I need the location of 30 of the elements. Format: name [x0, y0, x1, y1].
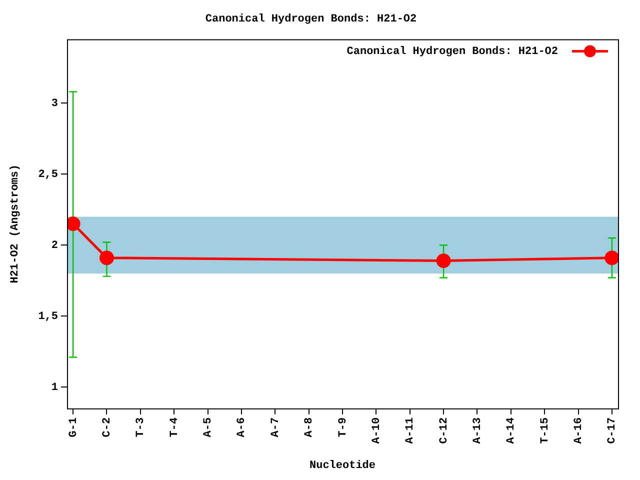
legend-label: Canonical Hydrogen Bonds: H21-O2: [346, 46, 558, 58]
x-tick-label: A-11: [404, 417, 417, 444]
y-tick-label: 1,5: [38, 310, 58, 323]
x-tick-label: T-15: [539, 417, 552, 444]
x-tick-label: C-12: [438, 417, 450, 444]
x-tick-label: A-10: [370, 417, 383, 444]
x-tick-label: A-8: [304, 417, 316, 438]
y-tick-label: 1: [51, 382, 58, 394]
x-axis-title: Nucleotide: [309, 460, 376, 472]
x-tick-label: A-14: [506, 417, 518, 444]
x-tick-label: T-3: [135, 417, 148, 438]
x-tick-label: A-13: [472, 417, 484, 444]
chart-title: Canonical Hydrogen Bonds: H21-O2: [205, 13, 417, 26]
y-axis-title: H21-O2 (Angstroms): [9, 164, 22, 284]
y-tick-label: 2: [51, 240, 58, 252]
x-tick-label: T-4: [168, 417, 181, 438]
x-tick-label: C-2: [102, 417, 114, 438]
x-tick-label: A-6: [236, 417, 248, 438]
x-tick-label: A-7: [270, 417, 282, 438]
y-tick-label: 3: [51, 98, 58, 110]
x-tick-label: A-5: [202, 417, 215, 438]
x-tick-label: C-17: [606, 417, 619, 444]
point: [436, 253, 451, 268]
point: [67, 216, 80, 232]
y-tick-label: 2,5: [38, 168, 58, 181]
x-tick-label: G-1: [68, 417, 80, 438]
point: [99, 250, 114, 266]
point: [604, 250, 618, 266]
x-tick-label: T-9: [337, 417, 350, 438]
x-tick-label: A-16: [573, 417, 586, 444]
